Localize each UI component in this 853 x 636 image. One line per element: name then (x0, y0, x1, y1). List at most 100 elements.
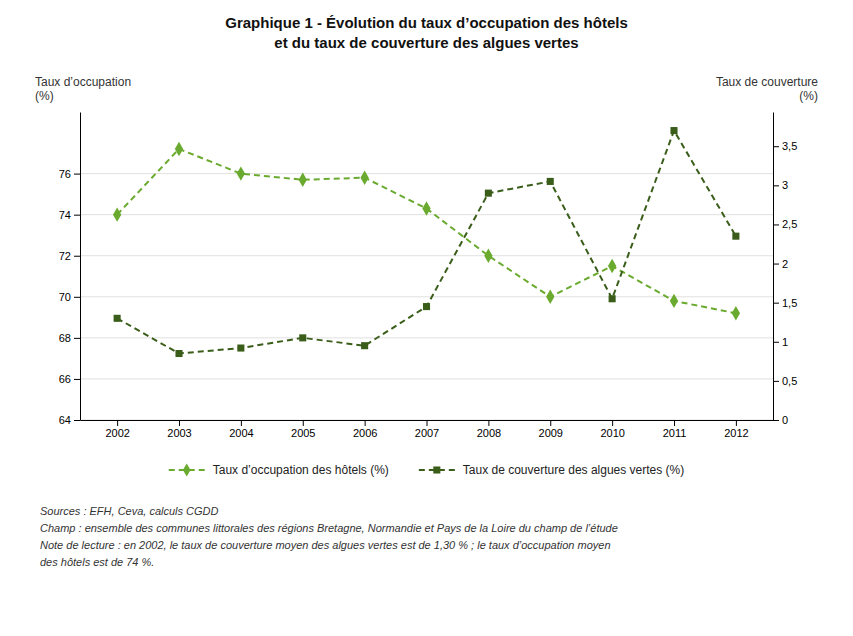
tick-mark (74, 420, 80, 421)
marker (237, 344, 244, 351)
tick: 68 (59, 332, 80, 344)
tick-mark (736, 420, 737, 426)
source-note: Champ : ensemble des communes littorales… (40, 522, 618, 534)
tick-mark (674, 420, 675, 426)
axis-line (773, 113, 774, 421)
tick: 70 (59, 291, 80, 303)
axis-line (80, 113, 81, 421)
tick-label: 2002 (105, 427, 129, 439)
y-axis-label: Taux d’occupation (35, 75, 131, 89)
grid-line (80, 173, 773, 174)
tick-mark (74, 256, 80, 257)
tick: 72 (59, 250, 80, 262)
tick: 2003 (167, 420, 191, 439)
tick-mark (427, 420, 428, 426)
legend-item: Taux de couverture des algues vertes (%) (419, 463, 684, 477)
tick: 2006 (353, 420, 377, 439)
marker (175, 142, 183, 156)
title: Graphique 1 - Évolution du taux d’occupa… (225, 14, 628, 51)
marker (360, 170, 368, 184)
tick: 2008 (477, 420, 501, 439)
tick-label: 76 (59, 168, 71, 180)
tick-mark (74, 174, 80, 175)
tick-mark (303, 420, 304, 426)
tick: 76 (59, 168, 80, 180)
tick-label: 2007 (415, 427, 439, 439)
tick: 64 (59, 414, 80, 426)
grid (80, 174, 773, 420)
tick-label: 2011 (663, 427, 687, 439)
tick: 3,5 (773, 140, 797, 152)
y-axis-label: (%) (35, 89, 54, 103)
tick-mark (365, 420, 366, 426)
source-note: des hôtels est de 74 %. (40, 556, 154, 568)
grid-line (80, 337, 773, 338)
marker (609, 295, 616, 302)
tick: 2012 (724, 420, 748, 439)
source-note: Note de lecture : en 2002, le taux de co… (40, 539, 611, 551)
legend-label: Taux d’occupation des hôtels (%) (213, 463, 389, 477)
tick: 66 (59, 373, 80, 385)
tick-mark (74, 379, 80, 380)
legend-label: Taux de couverture des algues vertes (%) (463, 463, 684, 477)
title-line: Graphique 1 - Évolution du taux d’occupa… (225, 14, 628, 31)
tick-mark (773, 303, 779, 304)
y2-axis-label: (%) (799, 89, 818, 103)
x-axis: 2002200320042005200620072008200920102011… (81, 420, 774, 439)
marker (175, 350, 182, 357)
legend-marker (183, 463, 191, 476)
grid-line (80, 378, 773, 379)
tick-mark (488, 420, 489, 426)
marker (670, 294, 678, 308)
tick: 2007 (415, 420, 439, 439)
tick-mark (74, 297, 80, 298)
y2-axis: 0 0,5 1 1,5 2 2,5 3 3,5 (773, 113, 797, 427)
tick: 1,5 (773, 297, 797, 309)
tick: 3 (773, 179, 788, 191)
tick-label: 70 (59, 291, 71, 303)
tick-mark (773, 342, 779, 343)
tick-mark (773, 420, 779, 421)
tick-label: 68 (59, 332, 71, 344)
tick-mark (241, 420, 242, 426)
tick: 0 (773, 414, 788, 426)
tick-mark (773, 264, 779, 265)
series-line (117, 149, 736, 313)
tick-label: 66 (59, 373, 71, 385)
tick-label: 72 (59, 250, 71, 262)
marker (423, 303, 430, 310)
tick: 2 (773, 258, 788, 270)
tick-label: 2010 (600, 427, 624, 439)
marker (113, 207, 121, 221)
tick: 2002 (105, 420, 129, 439)
tick-label: 3 (782, 179, 788, 191)
tick: 2,5 (773, 218, 797, 230)
tick: 2010 (600, 420, 624, 439)
marker (299, 334, 306, 341)
marker (546, 290, 554, 304)
tick-label: 74 (59, 209, 71, 221)
tick-label: 2005 (291, 427, 315, 439)
tick-label: 1 (782, 336, 788, 348)
marker (670, 127, 677, 134)
tick-mark (773, 146, 779, 147)
legend-item: Taux d’occupation des hôtels (%) (169, 463, 389, 477)
plot-area (113, 127, 740, 357)
tick: 2005 (291, 420, 315, 439)
marker (422, 201, 430, 215)
marker (732, 233, 739, 240)
chart: Graphique 1 - Évolution du taux d’occupa… (0, 0, 853, 636)
tick-label: 2012 (724, 427, 748, 439)
series-line (117, 131, 736, 354)
tick: 74 (59, 209, 80, 221)
marker (608, 259, 616, 273)
tick-mark (117, 420, 118, 426)
marker (361, 342, 368, 349)
tick: 2004 (229, 420, 253, 439)
marker (114, 315, 121, 322)
y-axis: 64 66 68 70 72 74 76 (59, 113, 81, 427)
legend-marker (433, 466, 440, 473)
tick-mark (550, 420, 551, 426)
tick-label: 0,5 (782, 375, 797, 387)
tick-mark (773, 381, 779, 382)
